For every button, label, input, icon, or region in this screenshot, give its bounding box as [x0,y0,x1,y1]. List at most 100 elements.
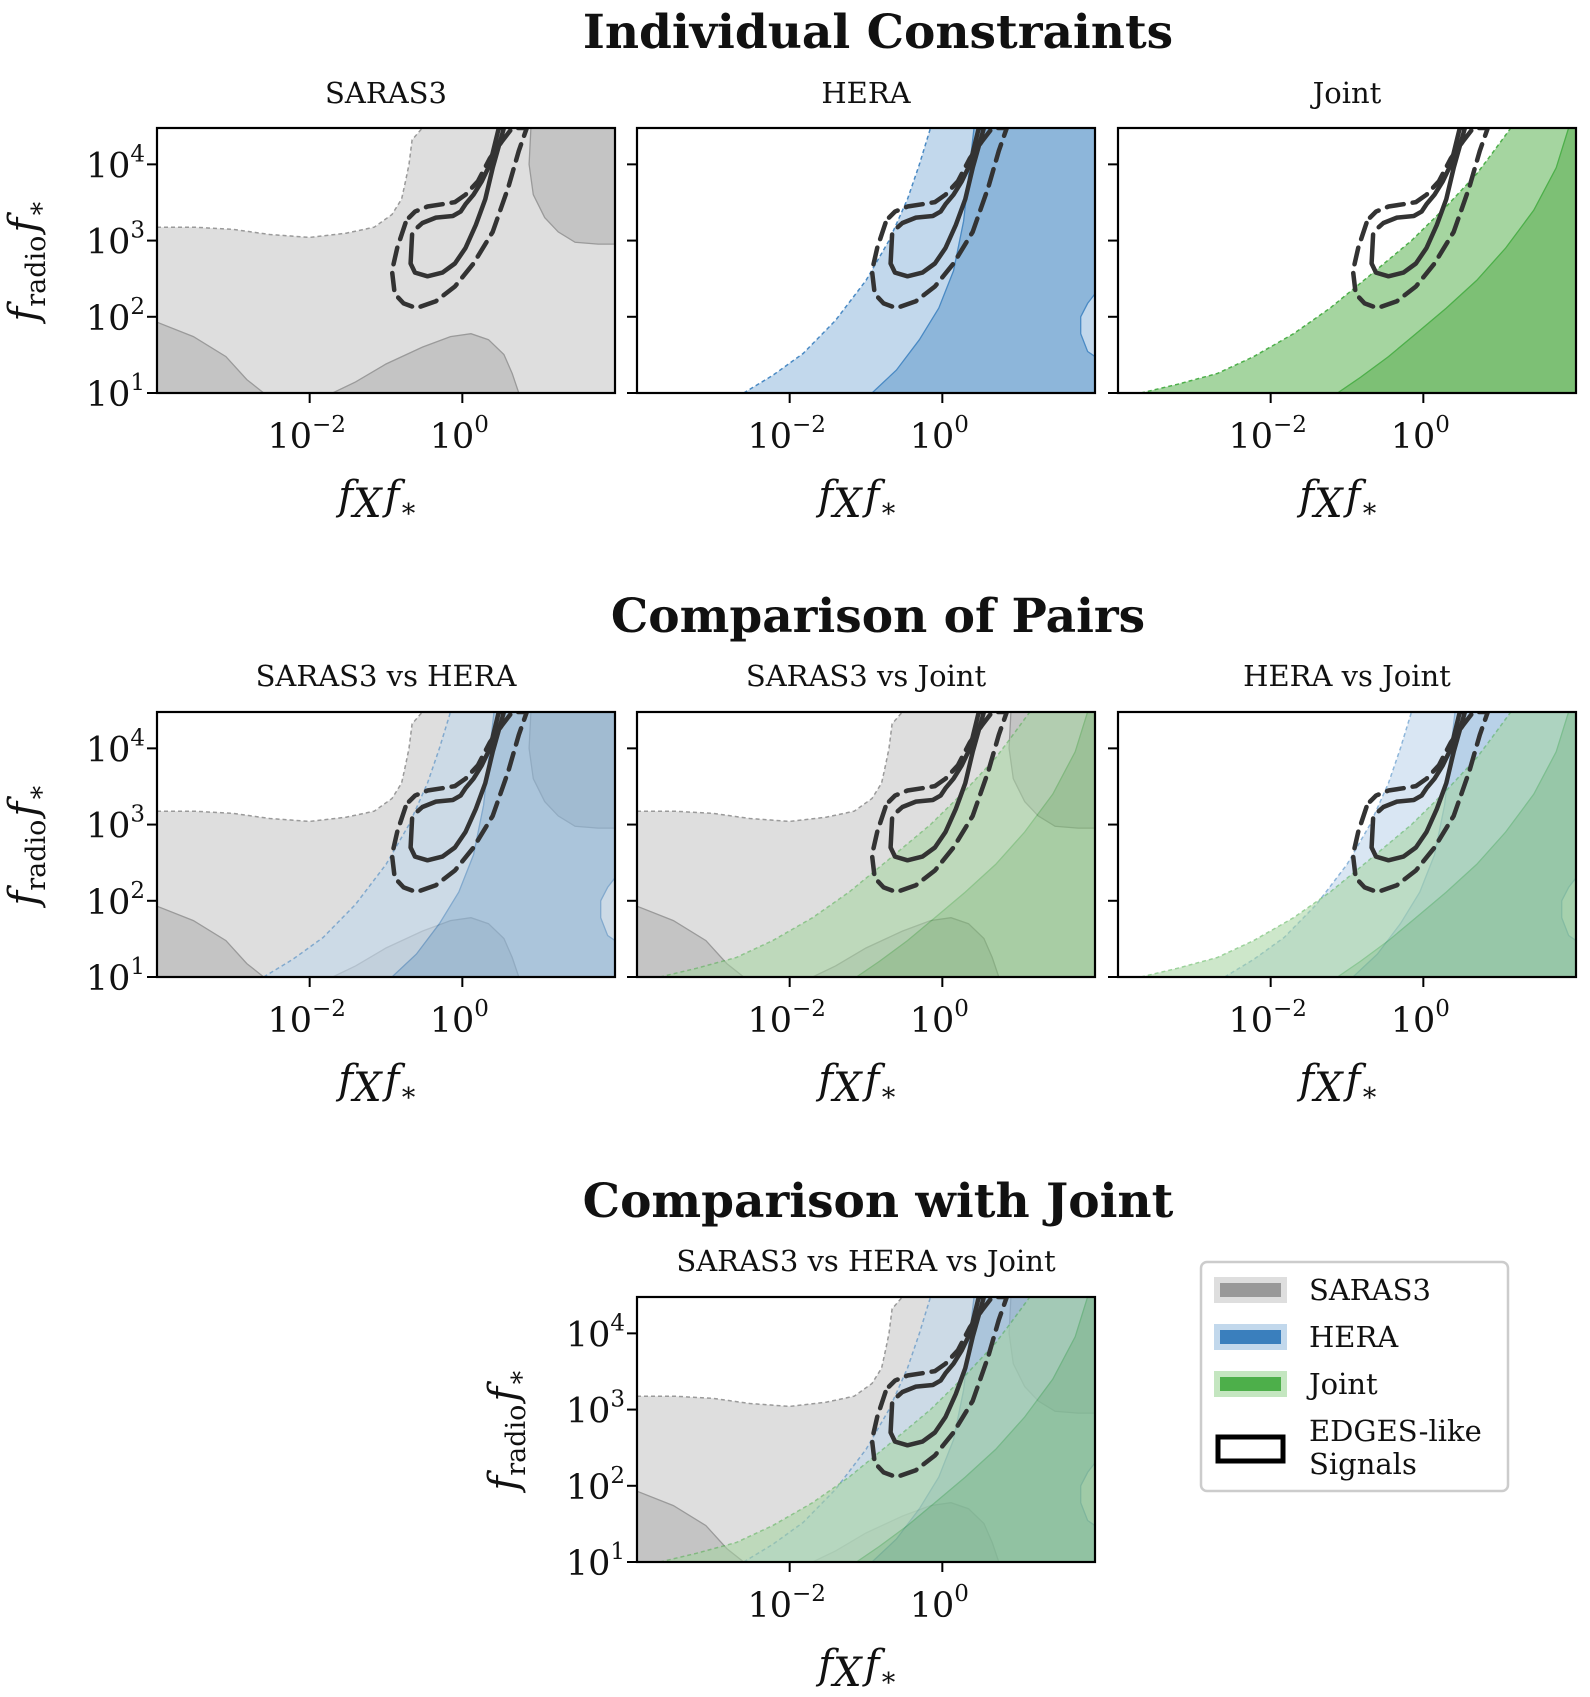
tick-base: 10 [1391,1001,1436,1041]
plot-area [637,1297,1095,1562]
edges-contour-dashed [869,712,1010,895]
tick-exponent: 0 [954,412,969,438]
panel-title: SARAS3 vs Joint [746,659,987,693]
x-tick-label: 100 [910,412,969,457]
tick-base: 10 [747,417,792,457]
legend-swatch-hera [1220,1330,1281,1344]
tick-exponent: 0 [1435,996,1450,1022]
y-tick-label: 103 [86,802,145,847]
saras3-core-region [528,128,615,245]
panel-frame [635,710,1097,979]
edges-contour-dashed [1350,128,1491,311]
x-tick-label: 100 [1391,412,1450,457]
legend-frame [1199,1260,1510,1493]
x-axis-label: fXf∗ [1296,1057,1378,1111]
joint-core-boundary [856,1297,1089,1562]
tick-exponent: 0 [954,1581,969,1607]
tick-exponent: 1 [130,954,145,980]
x-axis-label: fXf∗ [1296,473,1378,527]
panel-[object Object]: 10−2 100fXf∗HERA vs Joint [1108,659,1578,1111]
saras3-layer [157,128,615,393]
y-axis-label: fradiof∗ [1,783,52,908]
plot-area [743,128,1095,393]
tick-base: 10 [86,146,131,186]
joint-outer-boundary [1140,712,1512,977]
section-title: Individual Constraints [583,5,1173,60]
y-tick-label: 102 [86,294,145,339]
saras3-outer-boundary [157,128,615,239]
edges-contour-dashed [389,128,530,311]
edges-contour-dashed [869,128,1010,311]
joint-outer-boundary [659,712,1031,977]
tick-exponent: −2 [792,412,826,438]
panel-title: HERA [821,76,911,110]
plot-area [157,712,615,977]
hera-outer-boundary [263,712,452,977]
x-tick-label: 10−2 [1228,996,1306,1041]
section-title: Comparison of Pairs [611,589,1145,644]
y-axis-label: fradiof∗ [481,1368,532,1493]
joint-core-region [1337,128,1576,393]
label-subscript: X [1311,1065,1344,1111]
x-tick-label: 100 [1391,996,1450,1041]
tick-base: 10 [1228,1001,1273,1041]
edges-contour-solid [888,1297,987,1448]
label-subscript: X [350,481,383,527]
tick-exponent: 2 [130,878,145,904]
joint-layer [1140,128,1576,393]
x-axis-label: fXf∗ [815,473,897,527]
panel-title: Joint [1310,76,1382,110]
plot-area [637,712,1095,977]
panel-[object Object]: 10−2 100101102103104fXf∗fradiof∗SARAS3 vs… [481,1244,1097,1696]
tick-exponent: −2 [792,1581,826,1607]
edges-contour-solid [1369,128,1468,279]
tick-base: 10 [1391,417,1436,457]
tick-base: 10 [86,375,131,415]
panel-[object Object]: 10−2 100101102103104fXf∗fradiof∗SARAS3 [1,76,617,527]
label-subscript: X [830,481,863,527]
tick-exponent: −2 [1273,996,1307,1022]
x-tick-label: 10−2 [747,1581,825,1626]
panel-title: SARAS3 [325,76,447,110]
tick-base: 10 [86,223,131,263]
y-tick-label: 104 [86,725,145,770]
edges-contour-dashed [869,1297,1010,1480]
x-tick-label: 10−2 [747,996,825,1041]
tick-base: 10 [566,1392,611,1432]
tick-base: 10 [267,1001,312,1041]
y-tick-label: 104 [86,141,145,186]
label-subscript: X [830,1650,863,1696]
y-tick-label: 101 [566,1539,625,1584]
tick-base: 10 [1228,417,1273,457]
label-subscript: X [830,1065,863,1111]
label-subscript: X [1311,481,1344,527]
panel-[object Object]: 10−2 100fXf∗HERA [627,76,1097,527]
tick-base: 10 [910,417,955,457]
tick-base: 10 [566,1544,611,1584]
saras3-outer-boundary [157,712,615,823]
saras3-core-boundary [332,333,520,393]
tick-exponent: 4 [610,1310,625,1336]
joint-core-boundary [856,712,1089,977]
panel-[object Object]: 10−2 100fXf∗SARAS3 vs Joint [627,659,1097,1111]
edges-contour-solid [888,712,987,863]
y-tick-label: 102 [86,878,145,923]
hera-layer [743,128,1095,393]
joint-core-region [856,1297,1095,1562]
label-subscript: ∗ [21,783,52,801]
panel-title: SARAS3 vs HERA [256,659,518,693]
x-axis-label: fXf∗ [335,473,417,527]
label-subscript: ∗ [879,1077,897,1108]
x-tick-label: 10−2 [267,412,345,457]
edges-contour-dashed [1350,712,1491,895]
x-tick-label: 100 [430,412,489,457]
tick-exponent: 4 [130,141,145,167]
panel-frame [635,1295,1097,1564]
panel-frame [635,126,1097,395]
tick-exponent: −2 [312,412,346,438]
legend-swatch-saras3 [1220,1283,1281,1297]
x-tick-label: 100 [430,996,489,1041]
tick-exponent: 0 [954,996,969,1022]
saras3-core-region [157,321,265,393]
